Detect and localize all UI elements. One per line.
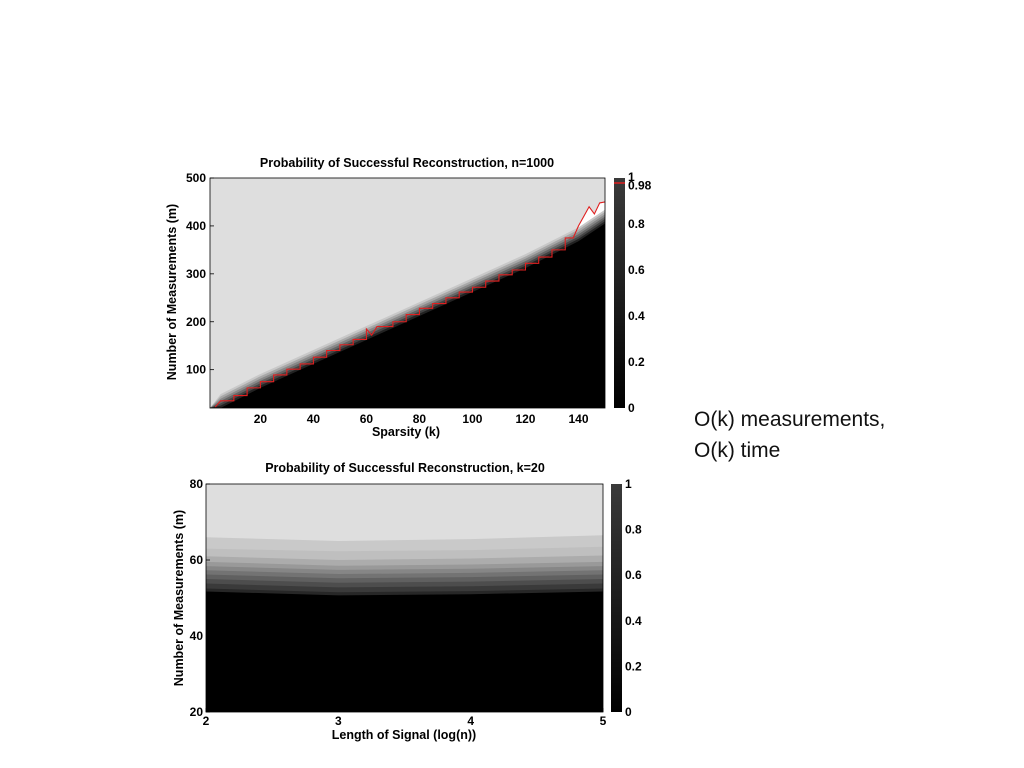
- slide-caption: O(k) measurements, O(k) time: [694, 404, 885, 466]
- chart-bottom-y-tick-label: 80: [190, 477, 204, 491]
- chart-top-y-tick-label: 400: [186, 219, 206, 233]
- chart-top-colorbar-tick-label: 0.98: [628, 179, 652, 193]
- chart-top-colorbar-tick-label: 1: [628, 170, 635, 184]
- chart-top-x-axis-label: Sparsity (k): [372, 425, 440, 439]
- chart-bottom-y-tick-label: 60: [190, 553, 204, 567]
- chart-top-y-tick-label: 300: [186, 267, 206, 281]
- chart-bottom-y-tick-label: 40: [190, 629, 204, 643]
- chart-bottom: Probability of Successful Reconstruction…: [172, 461, 642, 742]
- chart-top-x-tick-label: 120: [515, 412, 535, 426]
- chart-top-x-tick-label: 100: [462, 412, 482, 426]
- chart-bottom-colorbar-tick-label: 0.8: [625, 523, 642, 537]
- chart-top-colorbar-ticks: 0 0.2 0.4 0.6 0.8 0.981: [628, 170, 652, 415]
- caption-line-2: O(k) time: [694, 439, 781, 462]
- chart-bottom-y-axis-label: Number of Measurements (m): [172, 510, 186, 686]
- chart-bottom-x-tick-label: 3: [335, 714, 342, 728]
- chart-top-success-region: [210, 178, 605, 408]
- chart-top-colorbar-tick-label: 0.4: [628, 309, 645, 323]
- chart-bottom-colorbar-strip: [611, 484, 622, 712]
- chart-top-colorbar-tick-label: 0.2: [628, 355, 645, 369]
- chart-bottom-x-tick-label: 2: [203, 714, 210, 728]
- chart-top-x-tick-label: 80: [413, 412, 427, 426]
- chart-bottom-x-tick-label: 4: [467, 714, 474, 728]
- chart-bottom-failure-region: [206, 591, 603, 712]
- chart-bottom-contour-bands: [206, 535, 603, 712]
- chart-bottom-colorbar: 0 0.2 0.4 0.6 0.8 1: [611, 477, 642, 719]
- chart-top-title: Probability of Successful Reconstruction…: [260, 156, 554, 170]
- chart-top-y-tick-label: 500: [186, 171, 206, 185]
- chart-top-colorbar: 0 0.2 0.4 0.6 0.8 0.981: [614, 170, 652, 415]
- chart-top-y-tick-label: 200: [186, 315, 206, 329]
- caption-line-1: O(k) measurements,: [694, 408, 886, 431]
- chart-bottom-colorbar-tick-label: 0: [625, 705, 632, 719]
- chart-top-failure-region: [210, 223, 605, 408]
- chart-top-colorbar-tick-label: 0.8: [628, 217, 645, 231]
- chart-bottom-colorbar-tick-label: 1: [625, 477, 632, 491]
- chart-top-y-axis-label: Number of Measurements (m): [165, 204, 179, 380]
- chart-top-colorbar-strip: [614, 178, 625, 408]
- chart-top-colorbar-tick-label: 0.6: [628, 263, 645, 277]
- chart-top-x-tick-label: 60: [360, 412, 374, 426]
- chart-bottom-colorbar-tick-label: 0.6: [625, 568, 642, 582]
- chart-bottom-colorbar-tick-label: 0.4: [625, 614, 642, 628]
- chart-top-x-tick-label: 20: [254, 412, 268, 426]
- chart-bottom-colorbar-ticks: 0 0.2 0.4 0.6 0.8 1: [625, 477, 642, 719]
- chart-bottom-y-ticks: 20 40 60 80: [190, 477, 210, 719]
- chart-top-x-tick-label: 40: [307, 412, 321, 426]
- chart-bottom-y-tick-label: 20: [190, 705, 204, 719]
- chart-bottom-x-tick-label: 5: [600, 714, 607, 728]
- chart-bottom-colorbar-tick-label: 0.2: [625, 659, 642, 673]
- chart-bottom-plot-area: [206, 484, 603, 712]
- chart-top-plot-area: [210, 178, 605, 408]
- chart-bottom-x-ticks: 2 3 4 5: [203, 708, 607, 728]
- chart-top-y-tick-label: 100: [186, 363, 206, 377]
- chart-top-y-ticks: 100 200 300 400 500: [186, 171, 214, 377]
- chart-top-x-ticks: 20 40 60 80 100 120 140: [254, 404, 589, 426]
- chart-top-axes-frame: [209, 177, 606, 409]
- chart-bottom-axes-frame: [205, 483, 604, 713]
- chart-top-contour-098: [214, 201, 605, 408]
- chart-top-colorbar-tick-label: 0: [628, 401, 635, 415]
- chart-bottom-x-axis-label: Length of Signal (log(n)): [332, 728, 476, 742]
- chart-bottom-title: Probability of Successful Reconstruction…: [265, 461, 545, 475]
- chart-top: Probability of Successful Reconstruction…: [165, 156, 652, 439]
- chart-top-x-tick-label: 140: [568, 412, 588, 426]
